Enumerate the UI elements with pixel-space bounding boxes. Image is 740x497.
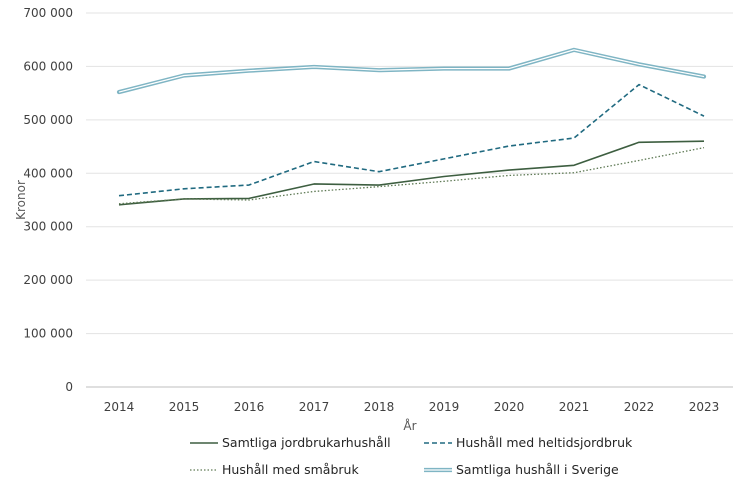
y-tick-label: 200 000 [23, 273, 73, 287]
y-tick-label: 600 000 [23, 59, 73, 73]
legend-entry-samtliga-hushall-i-sverige: Samtliga hushåll i Sverige [424, 462, 619, 477]
x-tick-label: 2023 [689, 400, 720, 414]
y-axis-ticks: 0 100 000 200 000 300 000 400 000 500 000 600 … [23, 6, 73, 394]
legend-label-hushall-med-heltidsjordbruk: Hushåll med heltidsjordbruk [456, 435, 633, 450]
x-axis-title: År [403, 418, 416, 433]
x-tick-label: 2020 [494, 400, 525, 414]
x-tick-label: 2017 [299, 400, 330, 414]
gridlines [86, 12, 733, 335]
series-line-hushall-med-heltidsjordbruk [118, 83, 705, 197]
y-tick-label: 400 000 [23, 166, 73, 180]
y-tick-label: 700 000 [23, 6, 73, 20]
x-tick-label: 2014 [104, 400, 135, 414]
y-tick-label: 300 000 [23, 220, 73, 234]
y-axis-title: Kronor [14, 180, 28, 220]
legend-entry-hushall-med-heltidsjordbruk: Hushåll med heltidsjordbruk [424, 435, 633, 450]
y-tick-label: 500 000 [23, 113, 73, 127]
legend: Samtliga jordbrukarhushåll Hushåll med h… [190, 435, 633, 477]
x-axis-ticks: 2014 2015 2016 2017 2018 2019 2020 2021 2022 2023 [104, 400, 720, 414]
legend-label-samtliga-hushall-i-sverige: Samtliga hushåll i Sverige [456, 462, 619, 477]
series-line-samtliga-hushall-i-sverige-outer [116, 47, 707, 95]
x-tick-label: 2021 [559, 400, 590, 414]
y-tick-label: 0 [65, 380, 73, 394]
series-line-hushall-med-smabruk [118, 147, 705, 205]
legend-entry-samtliga-jordbrukarhushall: Samtliga jordbrukarhushåll [190, 435, 391, 450]
legend-label-hushall-med-smabruk: Hushåll med småbruk [222, 462, 359, 477]
x-tick-label: 2015 [169, 400, 200, 414]
series-line-samtliga-jordbrukarhushall [118, 140, 705, 206]
y-tick-label: 100 000 [23, 327, 73, 341]
legend-label-samtliga-jordbrukarhushall: Samtliga jordbrukarhushåll [222, 435, 391, 450]
x-tick-label: 2022 [624, 400, 655, 414]
x-tick-label: 2019 [429, 400, 460, 414]
x-tick-label: 2018 [364, 400, 395, 414]
series-line-samtliga-hushall-i-sverige-inner [118, 49, 705, 93]
series-lines [116, 47, 707, 206]
x-tick-label: 2016 [234, 400, 265, 414]
legend-entry-hushall-med-smabruk: Hushåll med småbruk [190, 462, 359, 477]
